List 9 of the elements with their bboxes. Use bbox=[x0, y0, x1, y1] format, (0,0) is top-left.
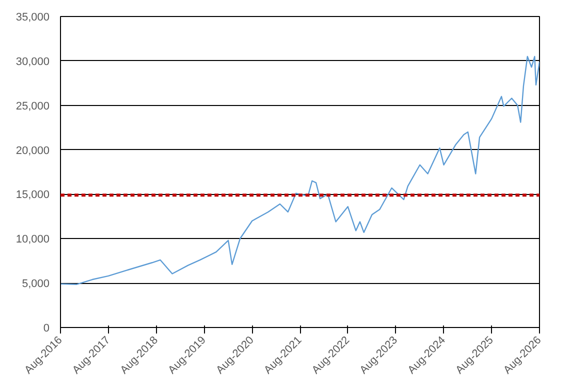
y-tick-label: 15,000 bbox=[16, 189, 50, 202]
y-tick-label: 25,000 bbox=[16, 100, 50, 112]
y-tick-label: 10,000 bbox=[16, 234, 50, 246]
y-tick-label: 5,000 bbox=[22, 278, 50, 290]
y-tick-label: 35,000 bbox=[16, 12, 50, 24]
y-tick-label: 0 bbox=[43, 322, 50, 334]
y-tick-label: 20,000 bbox=[16, 144, 50, 157]
line-series bbox=[60, 56, 540, 286]
y-tick-label: 30,000 bbox=[16, 56, 50, 68]
